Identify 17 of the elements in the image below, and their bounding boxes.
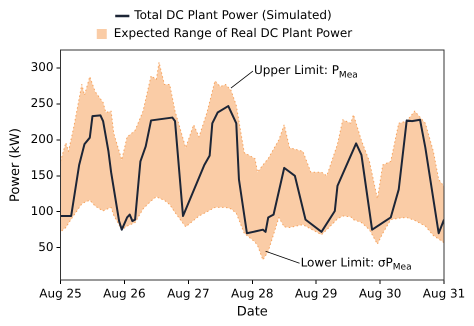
x-axis-title: Date: [236, 304, 268, 320]
x-tick-label: Aug 27: [167, 286, 210, 300]
y-tick-label: 100: [30, 204, 54, 218]
y-tick-label: 300: [30, 60, 54, 74]
y-tick-label: 250: [30, 96, 54, 110]
x-tick-label: Aug 26: [103, 286, 146, 300]
y-tick-label: 150: [30, 168, 54, 182]
x-tick-label: Aug 31: [422, 286, 466, 300]
y-tick-label: 50: [38, 240, 54, 254]
y-tick-label: 200: [30, 132, 54, 146]
legend-label: Total DC Plant Power (Simulated): [133, 8, 332, 22]
x-tick-label: Aug 25: [39, 286, 82, 300]
x-tick-label: Aug 28: [230, 286, 274, 300]
x-tick-label: Aug 29: [294, 286, 338, 300]
legend-label: Expected Range of Real DC Plant Power: [114, 26, 352, 40]
x-tick-label: Aug 30: [358, 286, 402, 300]
y-axis-title: Power (kW): [8, 128, 24, 202]
